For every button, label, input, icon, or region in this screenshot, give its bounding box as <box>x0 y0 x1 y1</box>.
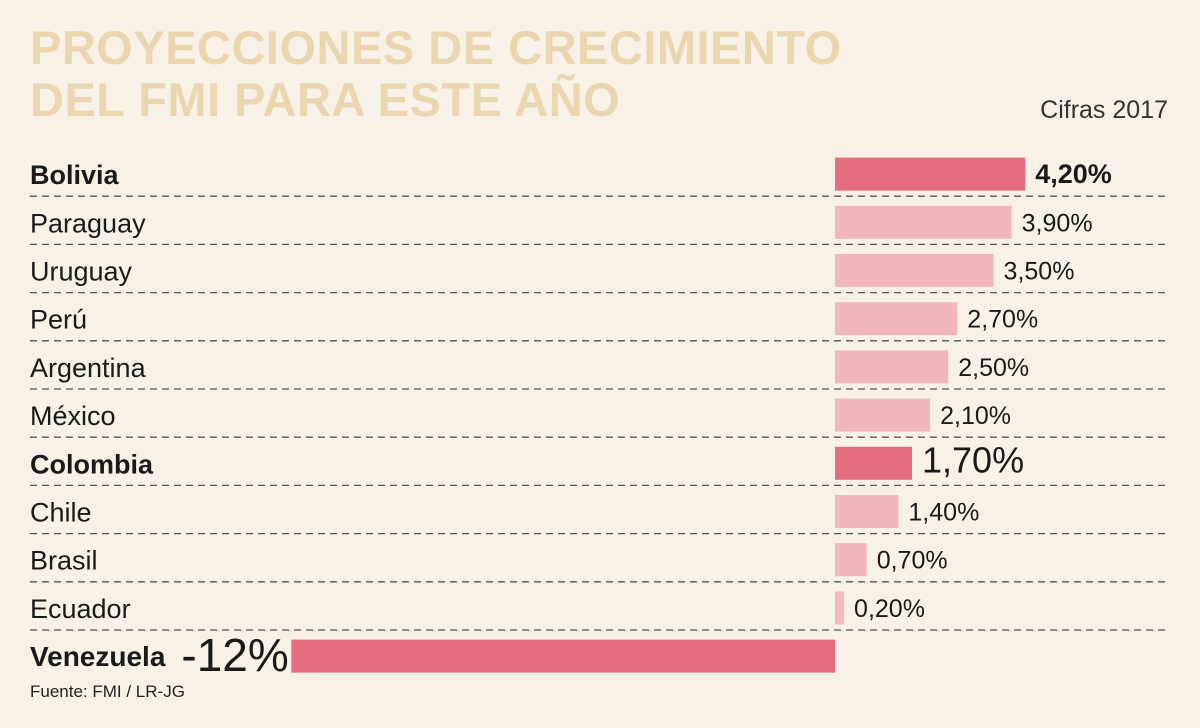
bar-brasil <box>835 543 867 577</box>
category-label-mexico: México <box>30 401 116 431</box>
bar-ecuador <box>835 591 845 625</box>
source-note: Fuente: FMI / LR-JG <box>30 682 185 701</box>
category-label-paraguay: Paraguay <box>30 208 146 238</box>
value-label-bolivia: 4,20% <box>1035 159 1112 189</box>
value-label-brasil: 0,70% <box>877 547 948 575</box>
category-label-venezuela: Venezuela <box>30 641 166 672</box>
chart-title-line-2: DEL FMI PARA ESTE AÑO <box>30 73 621 126</box>
value-label-venezuela: -12% <box>181 629 288 681</box>
category-label-brasil: Brasil <box>30 546 98 576</box>
value-label-argentina: 2,50% <box>958 354 1029 382</box>
bar-colombia <box>835 446 913 480</box>
category-label-chile: Chile <box>30 498 92 528</box>
chart-subtitle: Cifras 2017 <box>1040 96 1168 124</box>
bar-venezuela <box>291 639 835 673</box>
chart-title-line-1: PROYECCIONES DE CRECIMIENTO <box>30 21 842 74</box>
value-label-colombia: 1,70% <box>922 439 1024 480</box>
value-label-mexico: 2,10% <box>940 402 1011 430</box>
category-label-ecuador: Ecuador <box>30 594 131 624</box>
category-label-uruguay: Uruguay <box>30 257 133 287</box>
category-label-argentina: Argentina <box>30 353 147 383</box>
category-label-peru: Perú <box>30 305 87 335</box>
bar-paraguay <box>835 205 1012 239</box>
category-label-bolivia: Bolivia <box>30 160 120 190</box>
value-label-chile: 1,40% <box>908 499 979 527</box>
bar-mexico <box>835 398 931 432</box>
bar-uruguay <box>835 254 994 287</box>
value-label-paraguay: 3,90% <box>1022 209 1093 237</box>
value-label-uruguay: 3,50% <box>1004 258 1075 286</box>
chart-title: PROYECCIONES DE CRECIMIENTO DEL FMI PARA… <box>30 22 930 126</box>
bar-peru <box>835 302 958 336</box>
value-label-ecuador: 0,20% <box>854 595 925 623</box>
bar-chile <box>835 495 899 528</box>
category-label-colombia: Colombia <box>30 449 154 479</box>
bar-argentina <box>835 350 949 384</box>
bar-bolivia <box>835 157 1026 191</box>
value-label-peru: 2,70% <box>967 306 1038 334</box>
